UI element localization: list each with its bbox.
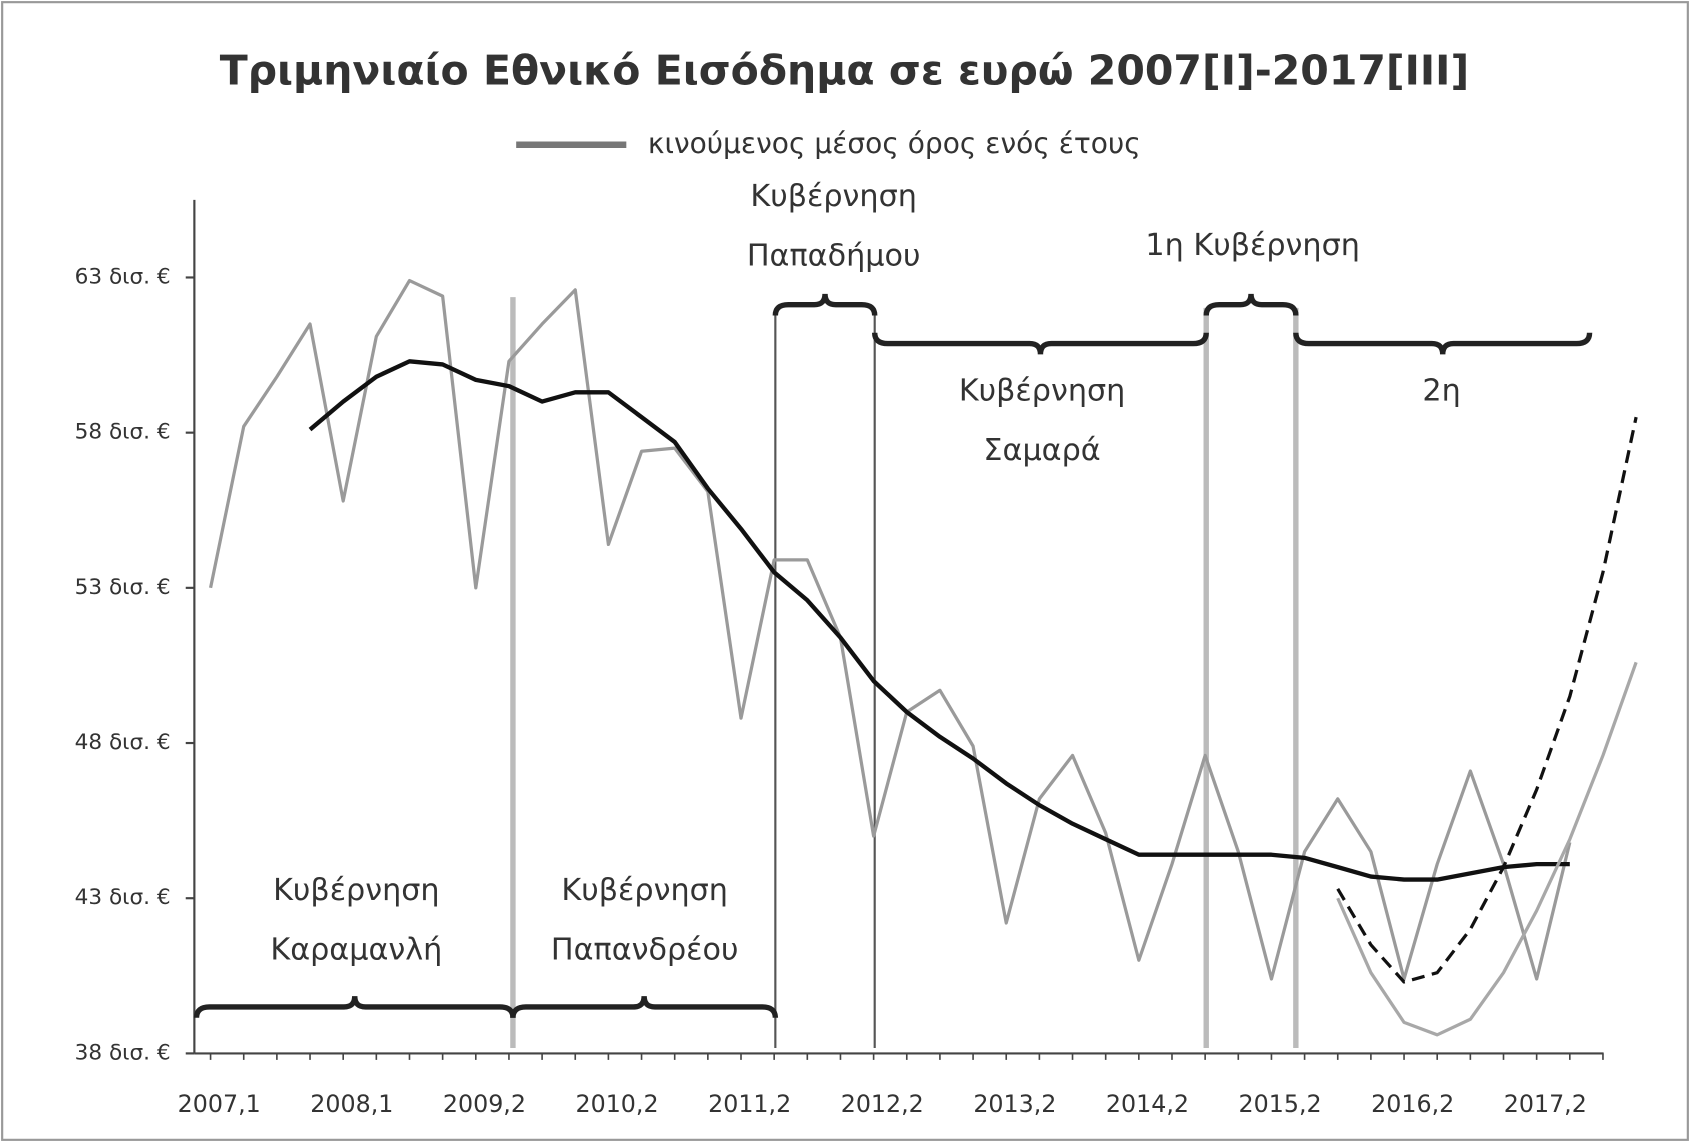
x-tick-label: 2014,2	[1106, 1090, 1189, 1118]
annotation: Παπαδήμου	[747, 239, 921, 274]
annotation: Σαμαρά	[983, 433, 1100, 468]
annotation: Κυβέρνηση	[561, 873, 727, 908]
y-tick-label: 38 δισ. €	[75, 1040, 171, 1065]
series-line	[1336, 661, 1638, 1037]
y-tick-label: 43 δισ. €	[75, 885, 171, 910]
x-tick-label: 2010,2	[575, 1090, 658, 1118]
y-tick-label: 58 δισ. €	[75, 420, 171, 445]
annotation: 1η Κυβέρνηση	[1145, 228, 1359, 263]
brace	[1203, 293, 1299, 316]
series-line	[1336, 416, 1638, 984]
annotation: Καραμανλή	[270, 932, 442, 967]
x-tick-label: 2009,2	[443, 1090, 526, 1118]
annotation: Κυβέρνηση	[959, 374, 1125, 409]
brace	[193, 995, 516, 1018]
series-line	[308, 359, 1570, 882]
series-line	[208, 278, 1572, 981]
annotation: Κυβέρνηση	[273, 873, 439, 908]
x-tick-label: 2017,2	[1504, 1090, 1587, 1118]
annotation: Παπανδρέου	[551, 932, 739, 967]
x-tick-label: 2007,1	[178, 1090, 261, 1118]
x-tick-label: 2016,2	[1371, 1090, 1454, 1118]
annotation: 2η	[1422, 374, 1460, 409]
brace	[1293, 332, 1593, 355]
x-tick-label: 2015,2	[1239, 1090, 1322, 1118]
x-tick-label: 2008,1	[310, 1090, 393, 1118]
brace	[510, 995, 779, 1018]
annotation: Κυβέρνηση	[750, 179, 916, 214]
brace	[772, 293, 878, 316]
x-tick-label: 2011,2	[708, 1090, 791, 1118]
y-tick-label: 48 δισ. €	[75, 730, 171, 755]
x-tick-label: 2012,2	[841, 1090, 924, 1118]
y-tick-label: 53 δισ. €	[75, 575, 171, 600]
y-tick-label: 63 δισ. €	[75, 264, 171, 289]
chart-title: Τριμηνιαίο Εθνικό Εισόδημα σε ευρώ 2007[…	[220, 46, 1469, 94]
legend-label: κινούμενος μέσος όρος ενός έτους	[648, 127, 1141, 160]
brace	[871, 332, 1209, 355]
x-tick-label: 2013,2	[973, 1090, 1056, 1118]
